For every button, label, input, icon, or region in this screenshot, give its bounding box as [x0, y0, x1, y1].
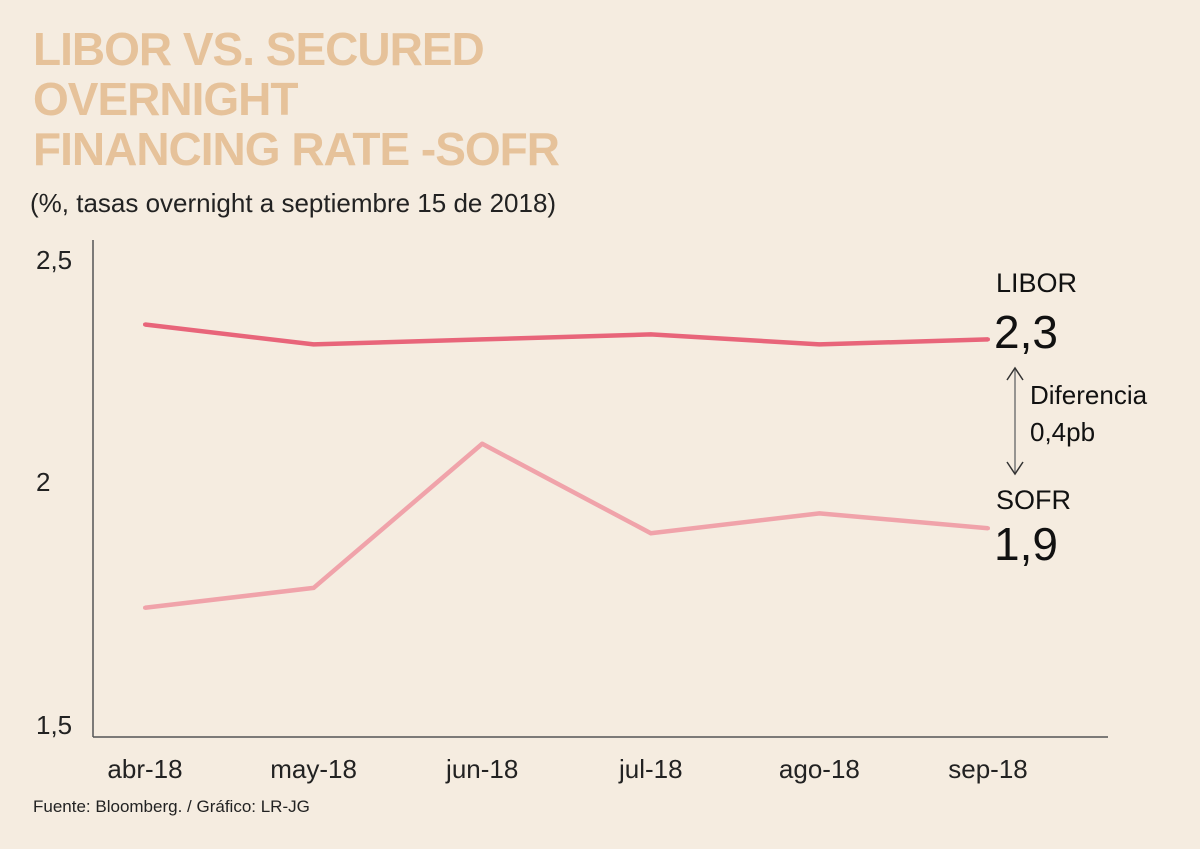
libor-point	[817, 342, 822, 347]
difference-value: 0,4pb	[1030, 417, 1095, 447]
x-tick-label: sep-18	[948, 754, 1028, 784]
x-tick-label: may-18	[270, 754, 357, 784]
x-tick-label: abr-18	[107, 754, 182, 784]
libor-point	[986, 337, 990, 342]
chart-title: LIBOR VS. SECURED OVERNIGHT FINANCING RA…	[33, 24, 633, 174]
title-line: LIBOR VS. SECURED	[33, 23, 485, 75]
libor-point	[480, 337, 485, 342]
libor-end-value: 2,3	[994, 306, 1058, 358]
y-tick-label: 2	[36, 467, 50, 497]
title-line: FINANCING RATE -SOFR	[33, 123, 560, 175]
x-tick-label: jul-18	[618, 754, 683, 784]
libor-point	[143, 322, 147, 327]
sofr-point	[648, 531, 653, 536]
difference-label: Diferencia	[1030, 380, 1148, 410]
x-tick-label: ago-18	[779, 754, 860, 784]
y-tick-label: 1,5	[36, 710, 72, 740]
sofr-line	[144, 441, 989, 611]
libor-point	[648, 332, 653, 337]
sofr-point	[480, 441, 485, 446]
title-line: OVERNIGHT	[33, 73, 298, 125]
chart-subtitle: (%, tasas overnight a septiembre 15 de 2…	[30, 188, 557, 218]
libor-point	[311, 342, 316, 347]
difference-arrow-icon	[1006, 366, 1024, 476]
x-tick-label: jun-18	[445, 754, 518, 784]
libor-line	[144, 322, 989, 347]
sofr-end-value: 1,9	[994, 518, 1058, 570]
y-tick-label: 2,5	[36, 245, 72, 275]
source-note: Fuente: Bloomberg. / Gráfico: LR-JG	[33, 797, 310, 816]
sofr-point	[143, 605, 147, 610]
sofr-point	[817, 511, 822, 516]
sofr-point	[986, 526, 990, 531]
sofr-label: SOFR	[996, 485, 1071, 515]
libor-label: LIBOR	[996, 268, 1077, 298]
sofr-point	[311, 585, 316, 590]
